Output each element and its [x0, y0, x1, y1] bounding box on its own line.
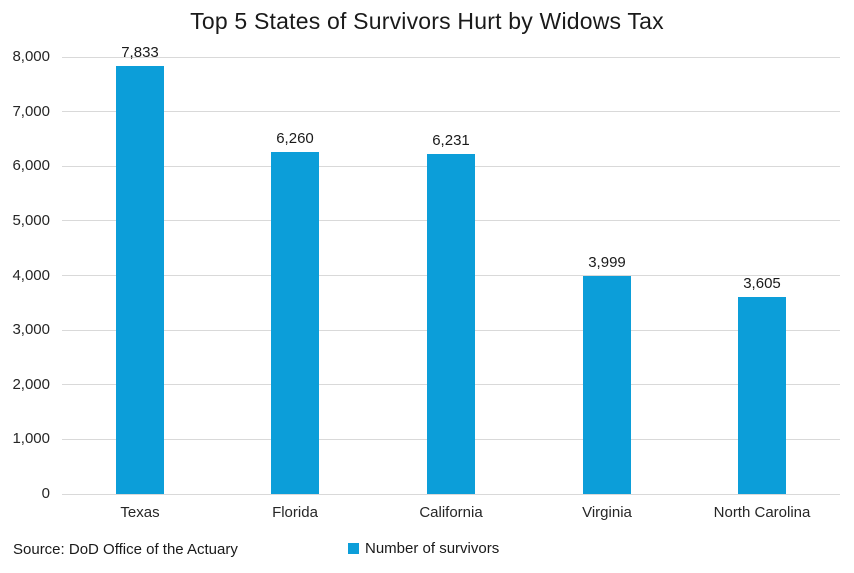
legend-marker-icon [348, 543, 359, 554]
bar-value-label-virginia: 3,999 [588, 254, 626, 271]
x-axis-label-florida: Florida [272, 504, 318, 521]
bar-florida [271, 152, 319, 494]
legend: Number of survivors [348, 540, 499, 557]
y-axis-label-0: 0 [41, 485, 50, 502]
bar-north-carolina [738, 297, 786, 494]
y-axis-label-5-000: 5,000 [12, 211, 50, 229]
y-axis-label-3-000: 3,000 [12, 321, 50, 339]
y-axis-label-2-000: 2,000 [12, 375, 50, 393]
gridline-8-000 [62, 56, 840, 58]
y-axis-label-7-000: 7,000 [12, 102, 50, 120]
x-axis-label-north-carolina: North Carolina [713, 504, 811, 521]
x-axis-label-california: California [419, 504, 483, 521]
source-note: Source: DoD Office of the Actuary [13, 541, 238, 558]
x-axis-label-texas: Texas [120, 504, 160, 521]
y-axis-label-6-000: 6,000 [12, 157, 50, 175]
bar-texas [116, 66, 164, 494]
y-axis-label-1-000: 1,000 [12, 430, 50, 448]
bar-value-label-florida: 6,260 [276, 130, 314, 147]
chart-title: Top 5 States of Survivors Hurt by Widows… [190, 8, 664, 34]
gridline-0 [62, 493, 840, 495]
bar-california [427, 154, 475, 494]
y-axis-label-4-000: 4,000 [12, 266, 50, 284]
x-axis-label-virginia: Virginia [582, 504, 632, 521]
legend-label: Number of survivors [365, 540, 500, 557]
gridline-7-000 [62, 111, 840, 113]
y-axis-label-8-000: 8,000 [12, 48, 50, 65]
bar-value-label-california: 6,231 [432, 132, 470, 149]
bar-value-label-texas: 7,833 [121, 44, 159, 61]
bar-virginia [583, 276, 631, 494]
bar-value-label-north-carolina: 3,605 [743, 275, 781, 292]
